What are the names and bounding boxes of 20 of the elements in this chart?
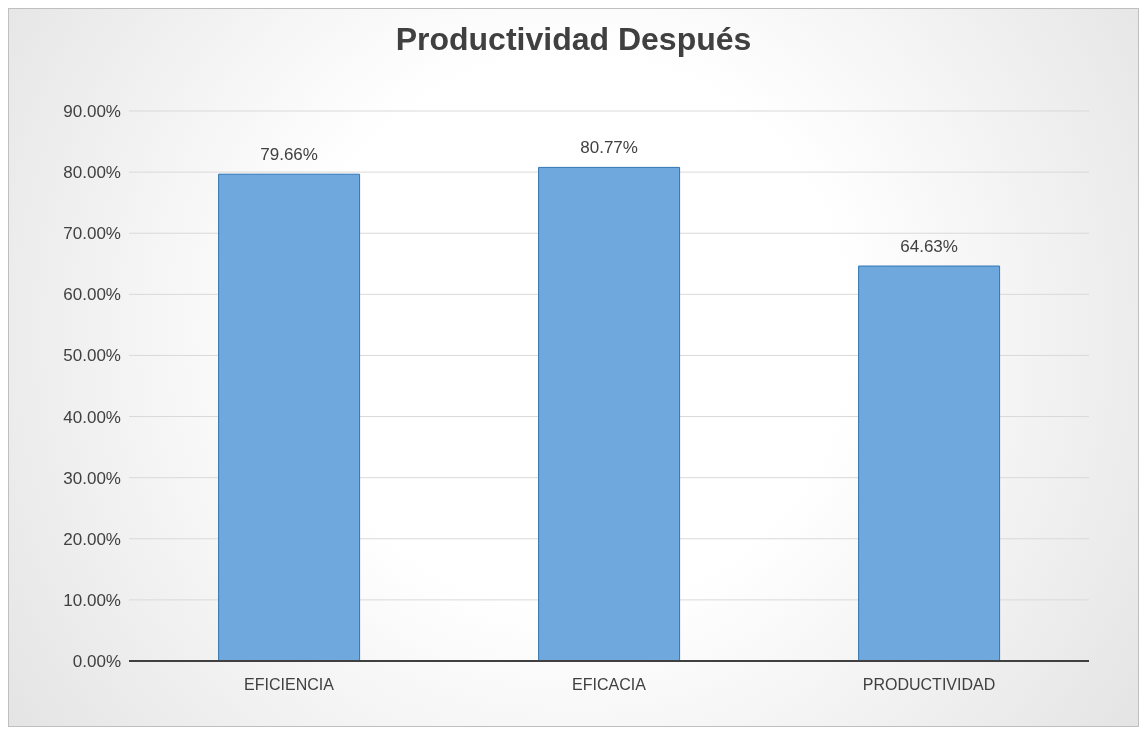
y-tick-label: 40.00%	[63, 407, 121, 427]
y-tick-label: 30.00%	[63, 468, 121, 488]
y-tick-label: 10.00%	[63, 590, 121, 610]
bar	[538, 166, 681, 661]
chart-title: Productividad Después	[394, 20, 753, 59]
data-label: 80.77%	[580, 138, 638, 158]
x-tick-label: EFICIENCIA	[244, 676, 335, 694]
bar	[858, 265, 1001, 661]
y-tick-label: 20.00%	[63, 529, 121, 549]
y-tick-label: 70.00%	[63, 224, 121, 244]
y-tick-label: 0.00%	[72, 652, 121, 672]
y-tick-label: 60.00%	[63, 285, 121, 305]
y-tick-label: 50.00%	[63, 346, 121, 366]
y-tick-label: 80.00%	[63, 163, 121, 183]
data-label: 64.63%	[900, 237, 958, 257]
x-tick-label: EFICACIA	[572, 676, 647, 694]
data-label: 79.66%	[260, 145, 318, 165]
y-tick-label: 90.00%	[63, 102, 121, 122]
bar	[218, 173, 361, 661]
x-tick-label: PRODUCTIVIDAD	[862, 676, 996, 694]
